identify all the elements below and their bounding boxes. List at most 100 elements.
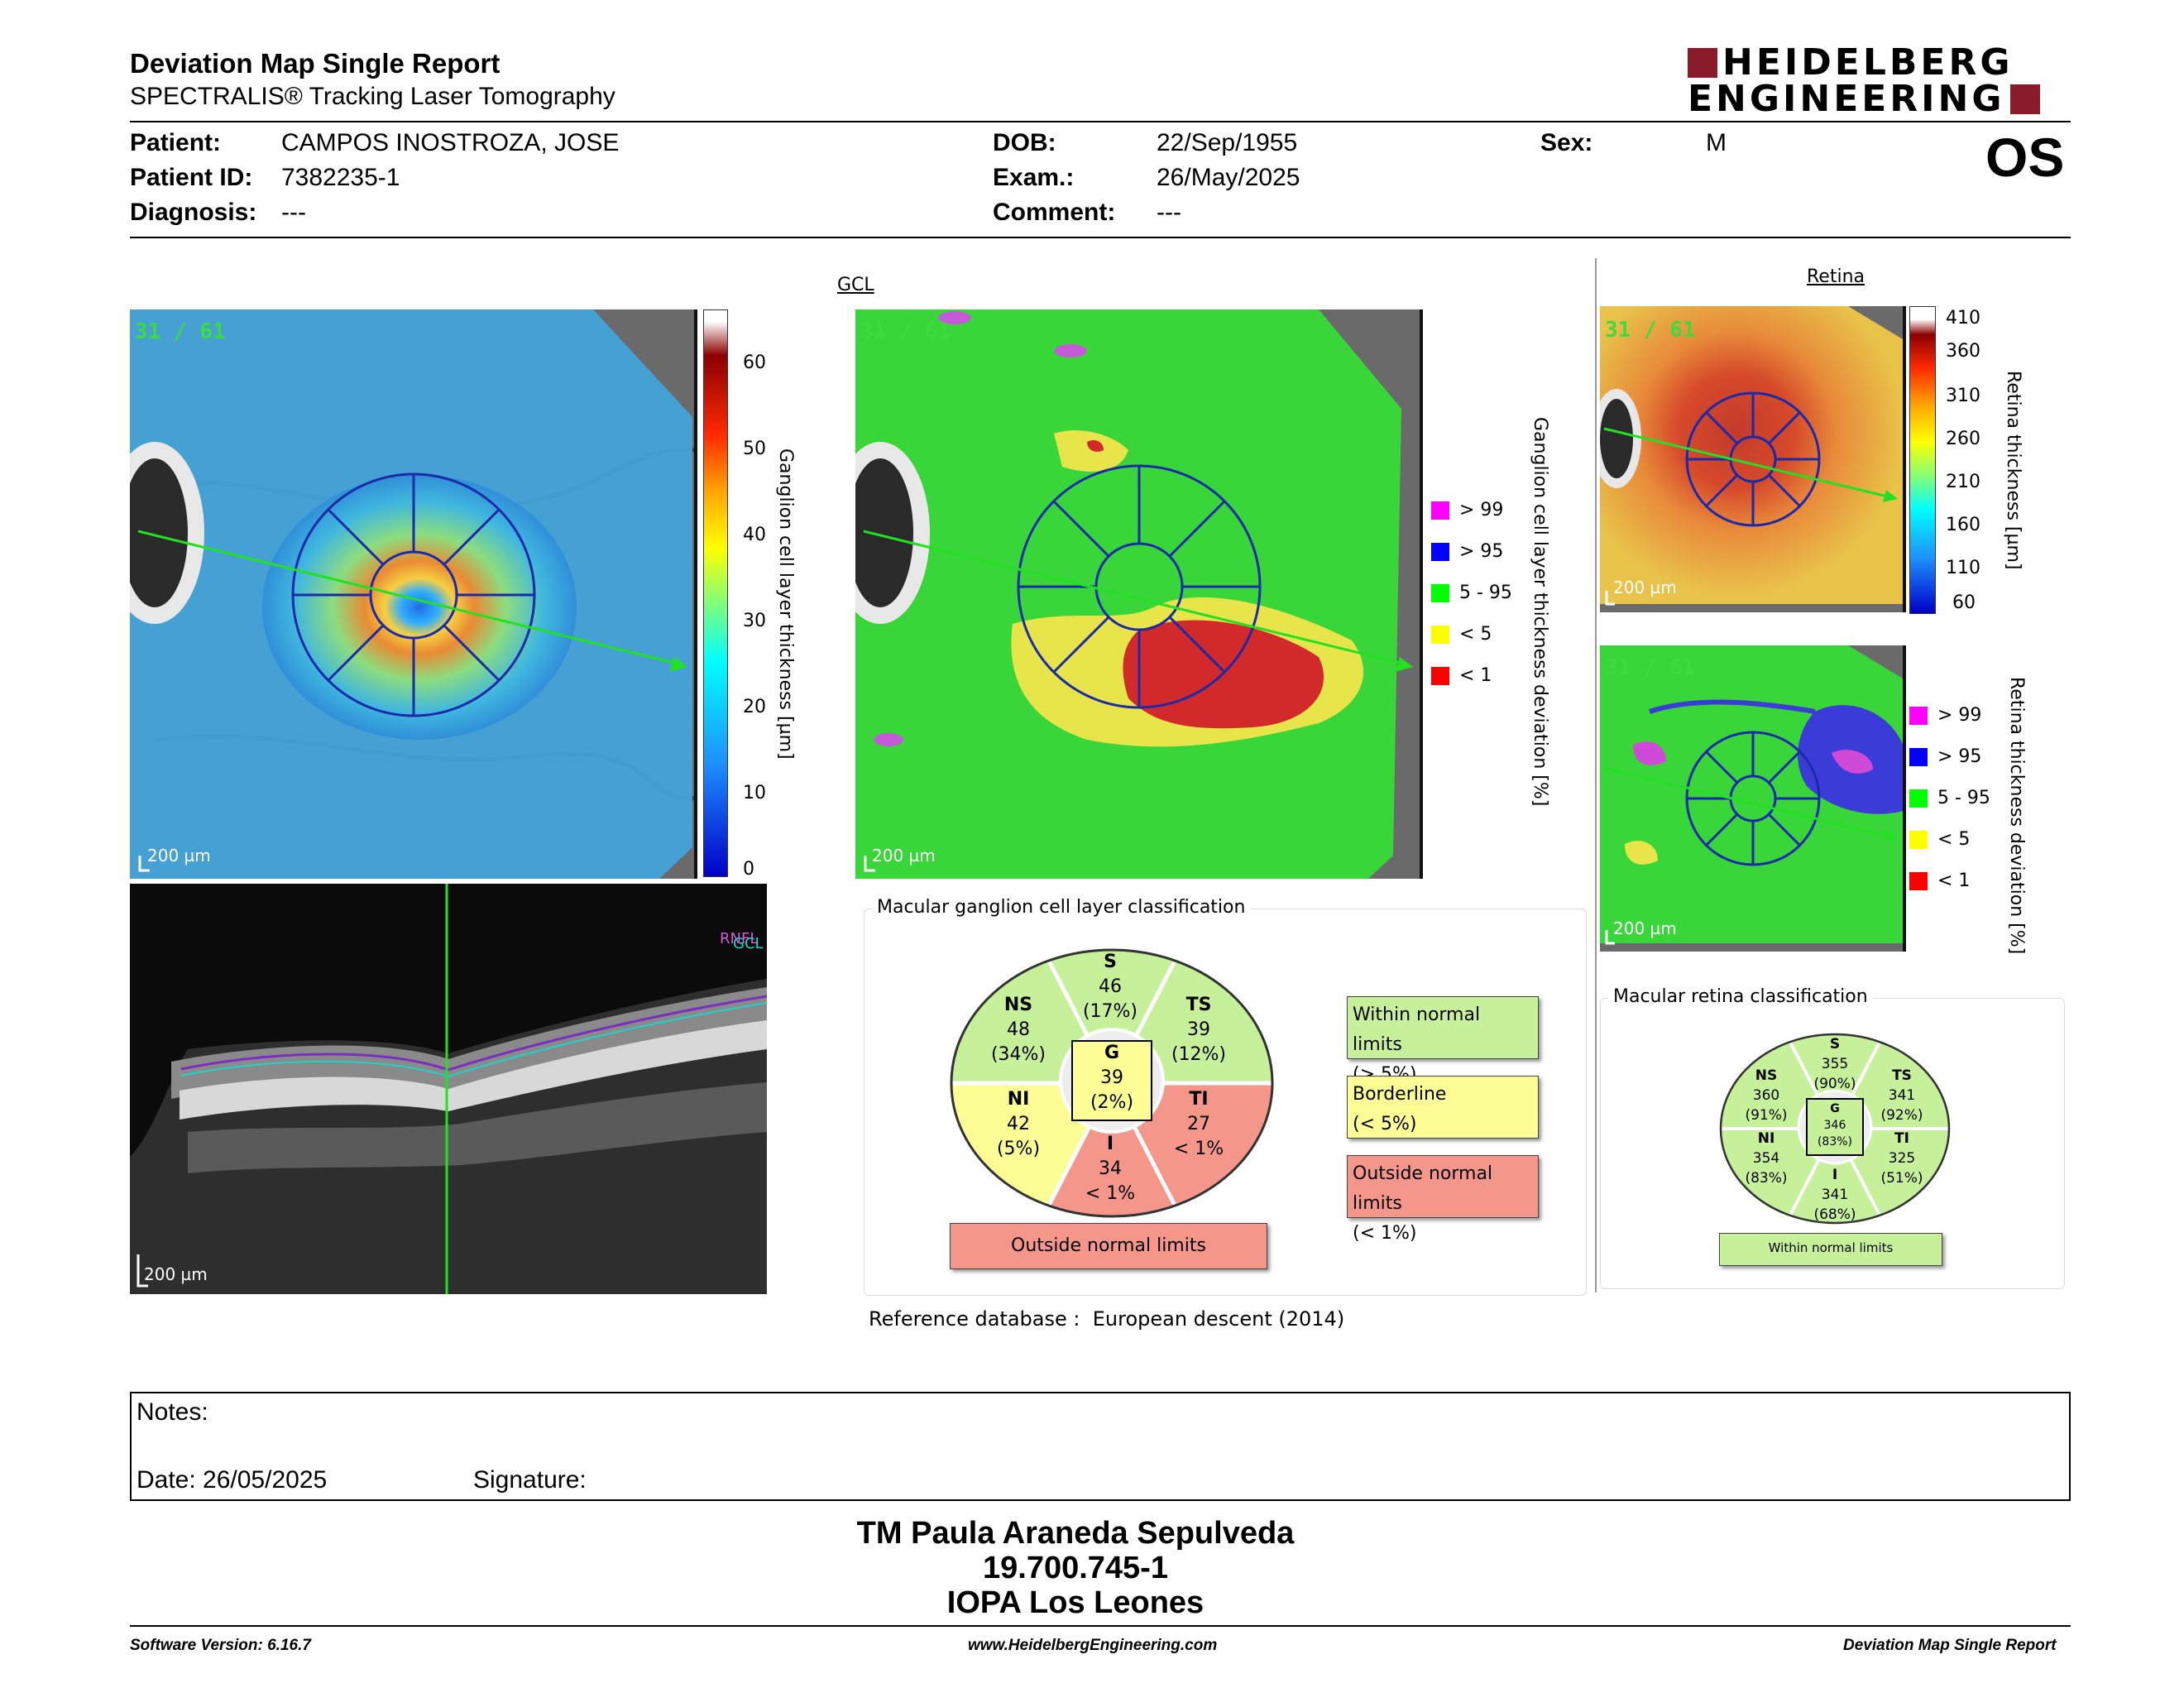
diagnosis-value: --- [281, 199, 306, 226]
report-subtitle: SPECTRALIS® Tracking Laser Tomography [130, 83, 615, 110]
key-swatch [1431, 583, 1449, 602]
notes-date: Date: 26/05/2025 [136, 1466, 328, 1494]
notes-box[interactable] [130, 1392, 2071, 1501]
gcl-colorbar-axis-label: Ganglion cell layer thickness [µm] [775, 448, 796, 760]
patient-name: CAMPOS INOSTROZA, JOSE [281, 129, 620, 156]
exam-value: 26/May/2025 [1157, 164, 1300, 191]
retina-classification-result: Within normal limits [1719, 1233, 1942, 1266]
retina-thickness-map [1600, 306, 1906, 612]
gcl-sector-s: S 46 (17%) [1082, 952, 1138, 1022]
retina-colorbar-tick: 210 [1946, 472, 1980, 492]
signatory-name: TM Paula Araneda Sepulveda [856, 1516, 1295, 1551]
retina-colorbar [1909, 306, 1936, 614]
key-swatch [1909, 789, 1928, 808]
patient-id: 7382235-1 [281, 164, 400, 191]
reference-database: Reference database : European descent (2… [869, 1307, 1345, 1331]
comment-value: --- [1157, 199, 1181, 226]
gcl-deviation-scale: 200 µm [872, 846, 936, 866]
gcl-deviation-axis-label: Ganglion cell layer thickness deviation … [1530, 417, 1550, 807]
key-swatch [1431, 501, 1449, 520]
gcl-layer-label: GCL [733, 935, 764, 952]
retina-colorbar-axis-label: Retina thickness [µm] [2003, 371, 2024, 570]
exam-label: Exam.: [993, 164, 1075, 191]
gcl-deviation-map [855, 309, 1423, 879]
gcl-thickness-map [130, 309, 697, 879]
gcl-sector-ts: TS 39 (12%) [1171, 995, 1227, 1065]
retina-colorbar-tick: 310 [1946, 386, 1980, 406]
gcl-classification-title: Macular ganglion cell layer classificati… [872, 897, 1251, 918]
patient-id-label: Patient ID: [130, 164, 253, 191]
gcl-colorbar-tick: 10 [743, 783, 766, 803]
retina-colorbar-tick: 110 [1946, 558, 1980, 578]
comment-label: Comment: [993, 199, 1116, 226]
eye-indicator: OS [1985, 127, 2065, 188]
retina-sector-s: S 355 (90%) [1813, 1036, 1856, 1092]
rnfl-layer-label: RNFL [720, 930, 759, 947]
software-version: Software Version: 6.16.7 [130, 1637, 311, 1654]
gcl-sector-i: I 34 < 1% [1085, 1134, 1136, 1204]
legend-outside-normal: Outside normal limits (< 1%) [1347, 1155, 1539, 1244]
retina-deviation-counter: 31 / 61 [1605, 655, 1696, 680]
retina-map-counter: 31 / 61 [1605, 318, 1696, 343]
key-swatch [1909, 830, 1928, 849]
notes-label: Notes: [136, 1398, 208, 1426]
retina-sector-ns: NS 360 (91%) [1745, 1067, 1788, 1124]
retina-sector-i: I 341 (68%) [1813, 1167, 1856, 1223]
legend-within-normal: Within normal limits (> 5%) [1347, 996, 1539, 1085]
gcl-colorbar [703, 309, 728, 877]
gcl-sector-g: G 39 (2%) [1090, 1043, 1134, 1113]
sex-value: M [1706, 129, 1727, 156]
gcl-classification-result: Outside normal limits [950, 1223, 1267, 1269]
retina-section-heading: Retina [1807, 266, 1865, 287]
website-link[interactable]: www.HeidelbergEngineering.com [968, 1637, 1218, 1654]
notes-signature-label: Signature: [473, 1466, 587, 1494]
gcl-sector-chart [950, 948, 1274, 1218]
gcl-colorbar-tick: 20 [743, 697, 766, 717]
signatory-id: 19.700.745-1 [983, 1551, 1168, 1585]
retina-sector-chart [1719, 1033, 1951, 1225]
retina-colorbar-tick: 160 [1946, 515, 1980, 535]
diagnosis-label: Diagnosis: [130, 199, 257, 226]
gcl-map-scale: 200 µm [147, 846, 211, 866]
retina-deviation-scale: 200 µm [1613, 918, 1677, 938]
gcl-sector-ni: NI 42 (5%) [996, 1089, 1041, 1159]
key-swatch [1431, 542, 1449, 561]
column-divider [1595, 258, 1597, 1292]
bscan-scale: 200 µm [144, 1264, 208, 1284]
gcl-deviation-counter: 31 / 61 [860, 319, 951, 344]
gcl-sector-ti: TI 27 < 1% [1173, 1089, 1224, 1159]
retina-colorbar-tick: 410 [1946, 308, 1980, 328]
gcl-sector-ns: NS 48 (34%) [990, 995, 1046, 1065]
gcl-colorbar-tick: 30 [743, 611, 766, 631]
signatory-org: IOPA Los Leones [946, 1585, 1205, 1620]
retina-sector-ti: TI 325 (51%) [1880, 1130, 1923, 1187]
sex-label: Sex: [1540, 129, 1593, 156]
retina-colorbar-tick: 60 [1952, 592, 1976, 613]
dob-value: 22/Sep/1955 [1157, 129, 1298, 156]
retina-map-scale: 200 µm [1613, 578, 1677, 597]
retina-colorbar-tick: 360 [1946, 341, 1980, 362]
footer-report-name: Deviation Map Single Report [1843, 1637, 2057, 1654]
key-swatch [1431, 666, 1449, 685]
patient-label: Patient: [130, 129, 222, 156]
retina-colorbar-tick: 260 [1946, 429, 1980, 449]
retina-sector-g: G 346 (83%) [1817, 1102, 1853, 1149]
report-title: Deviation Map Single Report [130, 48, 500, 79]
retina-sector-ts: TS 341 (92%) [1880, 1067, 1923, 1124]
key-swatch [1909, 871, 1928, 890]
header-divider [130, 121, 2071, 122]
gcl-colorbar-tick: 50 [743, 439, 766, 459]
retina-deviation-axis-label: Retina thickness deviation [%] [2006, 677, 2027, 955]
key-swatch [1909, 747, 1928, 766]
retina-sector-ni: NI 354 (83%) [1745, 1130, 1788, 1187]
retina-deviation-map [1600, 645, 1906, 952]
retina-classification-title: Macular retina classification [1608, 986, 1873, 1007]
key-swatch [1431, 625, 1449, 644]
patient-divider [130, 237, 2071, 238]
dob-label: DOB: [993, 129, 1056, 156]
gcl-map-counter: 31 / 61 [135, 319, 226, 344]
gcl-colorbar-tick: 60 [743, 352, 766, 373]
gcl-colorbar-tick: 40 [743, 525, 766, 545]
gcl-colorbar-tick: 0 [743, 859, 754, 880]
oct-bscan [130, 884, 767, 1294]
